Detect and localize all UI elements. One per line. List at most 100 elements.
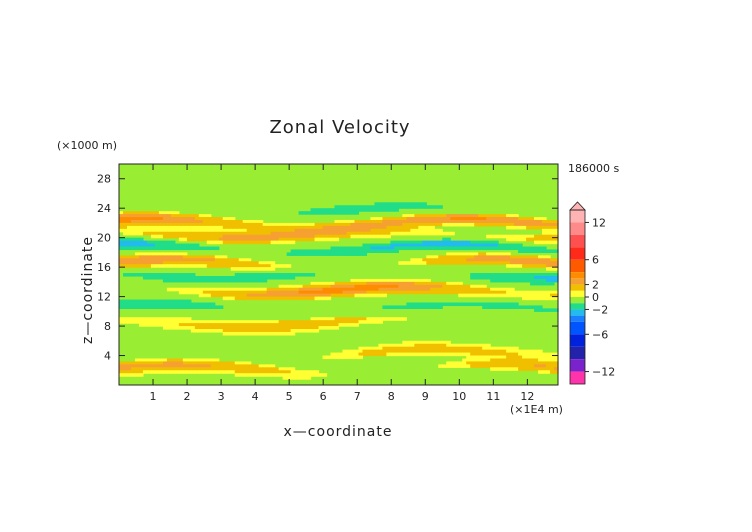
field-cell xyxy=(374,219,380,224)
field-cell xyxy=(122,261,128,265)
field-cell xyxy=(250,219,256,224)
field-cell xyxy=(234,258,240,262)
field-cell xyxy=(406,246,411,251)
field-cell xyxy=(186,299,192,304)
field-cell xyxy=(158,228,164,233)
field-cell xyxy=(554,225,559,230)
field-cell xyxy=(430,255,435,259)
field-cell xyxy=(390,290,395,295)
field-cell xyxy=(126,305,132,309)
field-cell xyxy=(470,252,475,256)
field-cell xyxy=(278,296,284,301)
field-cell xyxy=(162,367,168,371)
field-cell xyxy=(138,373,144,377)
field-cell xyxy=(146,323,152,327)
colorbar-swatch xyxy=(570,315,585,322)
field-cell xyxy=(334,287,340,292)
field-cell xyxy=(214,217,220,221)
field-cell xyxy=(446,340,451,345)
field-cell xyxy=(418,302,423,307)
field-cell xyxy=(298,290,304,295)
field-cell xyxy=(119,214,124,218)
field-cell xyxy=(410,214,415,218)
field-cell xyxy=(306,284,312,289)
field-cell xyxy=(398,317,403,321)
field-cell xyxy=(406,346,411,351)
field-cell xyxy=(206,361,212,365)
field-cell xyxy=(126,228,132,233)
field-cell xyxy=(258,364,264,368)
field-cell xyxy=(330,252,336,256)
field-cell xyxy=(222,290,228,295)
field-cell xyxy=(162,320,168,324)
field-cell xyxy=(538,222,543,227)
field-cell xyxy=(514,225,519,230)
field-cell xyxy=(218,320,224,324)
field-cell xyxy=(178,225,184,230)
field-cell xyxy=(194,287,200,292)
field-cell xyxy=(226,331,232,336)
field-cell xyxy=(418,219,423,224)
field-cell xyxy=(362,290,368,295)
field-cell xyxy=(234,320,240,324)
field-cell xyxy=(450,258,455,262)
field-cell xyxy=(290,329,296,333)
field-cell xyxy=(210,217,216,221)
field-cell xyxy=(162,243,168,248)
field-cell xyxy=(382,346,387,351)
field-cell xyxy=(418,349,423,354)
field-cell xyxy=(250,293,256,298)
field-cell xyxy=(398,261,403,265)
field-cell xyxy=(178,231,184,236)
field-cell xyxy=(406,261,411,265)
field-cell xyxy=(158,240,164,245)
field-cell xyxy=(134,228,140,233)
field-cell xyxy=(258,323,264,327)
field-cell xyxy=(186,246,192,251)
field-cell xyxy=(498,261,503,265)
field-cell xyxy=(310,228,316,233)
field-cell xyxy=(502,302,507,307)
field-cell xyxy=(202,290,208,295)
field-cell xyxy=(154,255,160,259)
field-cell xyxy=(342,246,348,251)
field-cell xyxy=(122,305,128,309)
field-cell xyxy=(274,323,280,327)
field-cell xyxy=(490,255,495,259)
field-cell xyxy=(426,217,431,221)
field-cell xyxy=(250,367,256,371)
field-cell xyxy=(426,352,431,357)
field-cell xyxy=(290,326,296,330)
field-cell xyxy=(302,237,308,242)
field-cell xyxy=(270,364,276,368)
field-cell xyxy=(422,243,427,248)
field-cell xyxy=(178,364,184,368)
field-cell xyxy=(450,222,455,227)
field-cell xyxy=(274,329,280,333)
field-cell xyxy=(270,326,276,330)
field-cell xyxy=(406,225,411,230)
field-cell xyxy=(266,323,272,327)
field-cell xyxy=(174,326,180,330)
field-cell xyxy=(326,225,332,230)
field-cell xyxy=(278,373,284,377)
field-cell xyxy=(526,261,531,265)
field-cell xyxy=(502,352,507,357)
field-cell xyxy=(442,219,447,224)
field-cell xyxy=(386,202,391,206)
field-cell xyxy=(226,290,232,295)
field-cell xyxy=(182,326,188,330)
field-cell xyxy=(142,222,148,227)
field-cell xyxy=(306,376,312,380)
field-cell xyxy=(518,264,523,268)
field-cell xyxy=(354,352,360,357)
field-cell xyxy=(210,329,216,333)
field-cell xyxy=(266,296,272,301)
field-cell xyxy=(270,234,276,239)
field-cell xyxy=(402,228,407,233)
field-cell xyxy=(119,237,124,242)
field-cell xyxy=(386,287,391,292)
field-cell xyxy=(470,243,475,248)
field-cell xyxy=(390,246,395,251)
field-cell xyxy=(338,228,344,233)
